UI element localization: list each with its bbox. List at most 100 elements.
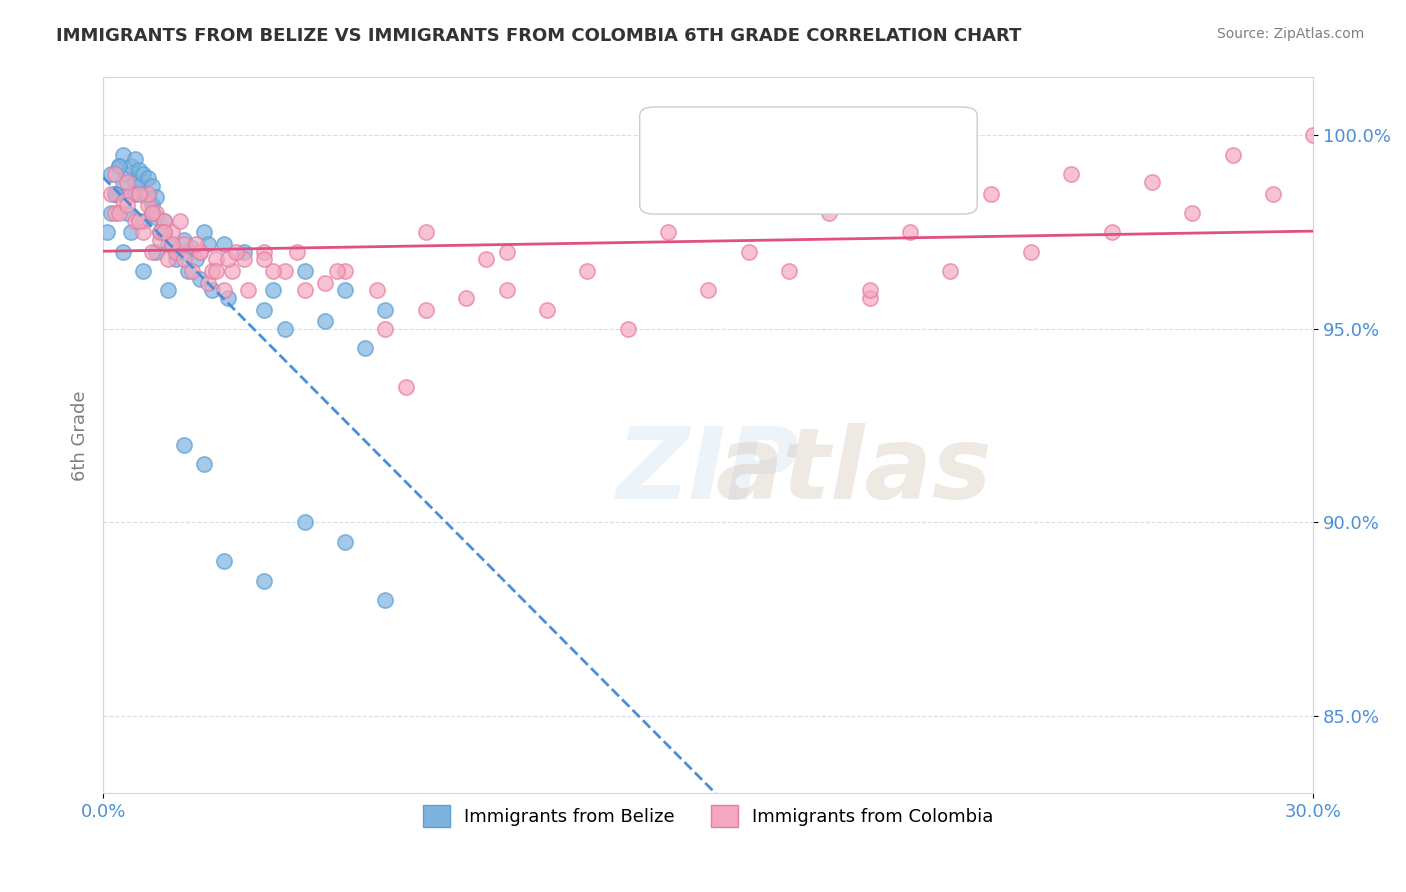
Text: R = -0.046   N = 67: R = -0.046 N = 67 (668, 127, 875, 145)
Point (104, 186, 127, 201)
Point (193, 225, 215, 239)
Point (124, 213, 146, 227)
Point (145, 210, 167, 224)
Point (160, 236, 183, 251)
Point (120, 225, 142, 239)
Point (152, 225, 174, 239)
Point (294, 516, 316, 530)
Point (858, 291, 880, 305)
Point (197, 236, 219, 251)
Point (120, 186, 142, 201)
Point (100, 167, 122, 181)
Point (395, 380, 418, 394)
Point (104, 206, 127, 220)
Point (112, 244, 135, 259)
Point (128, 163, 150, 178)
Point (778, 264, 800, 278)
Point (117, 206, 139, 220)
Point (145, 244, 167, 259)
Point (262, 264, 284, 278)
Point (273, 264, 295, 278)
Point (1101, 225, 1123, 239)
Point (1261, 186, 1284, 201)
Point (415, 302, 437, 317)
Point (132, 213, 155, 227)
Point (366, 283, 388, 297)
Point (173, 438, 195, 452)
Point (233, 244, 256, 259)
Point (980, 186, 1002, 201)
Point (314, 314, 336, 328)
Point (225, 244, 247, 259)
Point (253, 252, 276, 267)
Point (136, 171, 159, 186)
Point (217, 291, 239, 305)
Point (156, 236, 179, 251)
Point (132, 225, 155, 239)
Point (939, 264, 962, 278)
Point (475, 252, 498, 267)
Point (205, 252, 228, 267)
Point (212, 283, 235, 297)
Point (136, 190, 159, 204)
Point (273, 322, 295, 336)
Text: ZIP: ZIP (617, 423, 800, 520)
Point (536, 302, 558, 317)
Point (294, 283, 316, 297)
Point (141, 178, 163, 193)
Point (1019, 244, 1042, 259)
Point (374, 592, 396, 607)
Point (100, 206, 122, 220)
Point (374, 322, 396, 336)
Y-axis label: 6th Grade: 6th Grade (72, 390, 89, 481)
Point (180, 241, 202, 255)
Point (112, 175, 135, 189)
Point (124, 175, 146, 189)
Point (104, 186, 127, 201)
Point (117, 198, 139, 212)
Point (173, 252, 195, 267)
Text: R =  0.355   N = 82: R = 0.355 N = 82 (668, 168, 875, 186)
Point (221, 264, 243, 278)
Point (1222, 148, 1244, 162)
Point (253, 574, 276, 588)
Point (238, 283, 260, 297)
Text: Source: ZipAtlas.com: Source: ZipAtlas.com (1216, 27, 1364, 41)
Point (173, 244, 195, 259)
Point (818, 206, 841, 220)
Point (495, 244, 517, 259)
Point (124, 186, 146, 201)
Point (141, 244, 163, 259)
Point (201, 283, 224, 297)
Point (128, 186, 150, 201)
Point (156, 283, 179, 297)
Point (120, 186, 142, 201)
Point (108, 160, 131, 174)
Point (145, 206, 167, 220)
Point (326, 264, 349, 278)
Point (1302, 128, 1324, 143)
Text: atlas: atlas (716, 423, 991, 520)
Point (576, 264, 599, 278)
Point (141, 198, 163, 212)
Point (657, 225, 679, 239)
Point (212, 554, 235, 568)
Point (697, 283, 720, 297)
Point (152, 213, 174, 227)
Point (374, 302, 396, 317)
Point (333, 264, 356, 278)
Point (1181, 206, 1204, 220)
Point (152, 213, 174, 227)
Point (104, 186, 127, 201)
Point (197, 276, 219, 290)
Point (233, 252, 256, 267)
Point (737, 244, 759, 259)
Point (495, 283, 517, 297)
Point (132, 264, 155, 278)
Point (858, 283, 880, 297)
Point (149, 225, 172, 239)
Point (117, 167, 139, 181)
Point (188, 244, 211, 259)
Point (120, 160, 142, 174)
Point (184, 236, 207, 251)
